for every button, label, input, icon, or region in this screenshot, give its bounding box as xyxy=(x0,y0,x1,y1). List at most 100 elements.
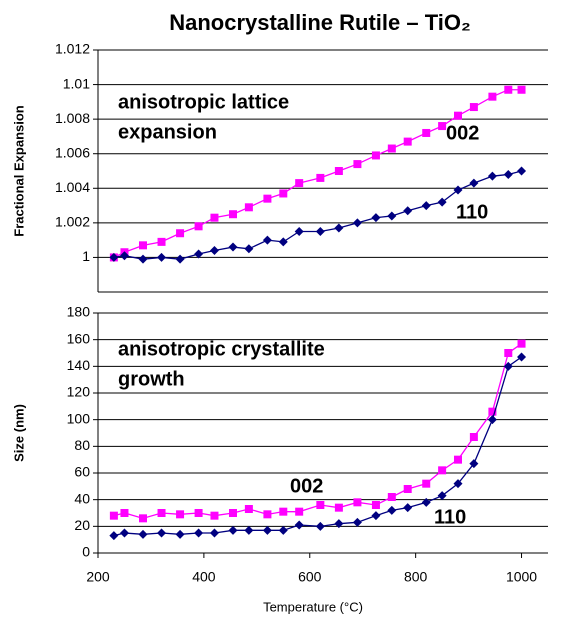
marker xyxy=(210,511,219,520)
marker xyxy=(279,507,288,516)
marker xyxy=(469,433,478,441)
marker xyxy=(278,237,288,247)
marker xyxy=(469,459,479,469)
marker xyxy=(229,509,237,517)
marker xyxy=(109,252,119,262)
marker xyxy=(295,179,304,188)
annotation: anisotropic crystallite xyxy=(118,338,325,360)
y-tick-label: 1 xyxy=(82,248,90,264)
y-tick-label: 1.004 xyxy=(55,179,90,195)
y-axis-label: Fractional Expansion xyxy=(11,105,26,237)
marker xyxy=(488,407,497,416)
marker xyxy=(422,128,431,137)
marker xyxy=(437,491,447,501)
marker xyxy=(403,485,412,493)
marker xyxy=(352,218,362,228)
y-tick-label: 140 xyxy=(67,357,91,373)
marker xyxy=(194,222,203,231)
marker xyxy=(387,505,397,515)
y-tick-label: 120 xyxy=(67,384,91,400)
marker xyxy=(295,507,304,516)
marker xyxy=(517,339,526,348)
y-tick-label: 1.002 xyxy=(55,214,90,230)
y-tick-label: 100 xyxy=(67,410,91,426)
marker xyxy=(387,144,396,153)
annotation: expansion xyxy=(118,121,217,143)
marker xyxy=(469,103,478,112)
y-tick-label: 1.008 xyxy=(55,110,90,126)
marker xyxy=(263,194,272,203)
marker xyxy=(262,525,272,535)
marker xyxy=(387,493,396,501)
annotation: growth xyxy=(118,368,185,390)
marker xyxy=(488,92,497,101)
annotation: 110 xyxy=(456,201,488,223)
marker xyxy=(228,525,238,535)
marker xyxy=(403,206,413,216)
marker xyxy=(262,235,272,245)
y-tick-label: 1.01 xyxy=(63,75,90,91)
marker xyxy=(438,122,447,131)
marker xyxy=(210,213,219,222)
y-tick-label: 1.012 xyxy=(55,41,90,57)
marker xyxy=(294,227,304,236)
marker xyxy=(422,479,431,488)
marker xyxy=(316,501,325,509)
marker xyxy=(315,521,325,531)
x-tick-label: 1000 xyxy=(506,569,537,585)
y-tick-label: 40 xyxy=(74,490,90,506)
marker xyxy=(279,189,288,198)
x-tick-label: 800 xyxy=(404,569,428,585)
marker xyxy=(209,528,219,538)
annotation: 002 xyxy=(446,122,479,144)
marker xyxy=(387,211,397,221)
x-tick-label: 400 xyxy=(192,569,216,585)
marker xyxy=(487,171,497,181)
marker xyxy=(504,349,513,357)
marker xyxy=(176,229,185,238)
marker xyxy=(371,511,381,521)
marker xyxy=(119,251,129,261)
marker xyxy=(334,519,344,529)
x-axis-label: Temperature (°C) xyxy=(263,599,363,614)
marker xyxy=(157,528,167,538)
marker xyxy=(403,503,413,513)
marker xyxy=(175,254,185,264)
marker xyxy=(194,528,204,538)
marker xyxy=(263,510,272,519)
marker xyxy=(371,501,380,509)
marker xyxy=(517,166,527,176)
marker xyxy=(334,223,344,233)
marker xyxy=(371,151,380,160)
marker xyxy=(109,511,118,520)
annotation: 110 xyxy=(434,506,466,528)
marker xyxy=(353,498,362,507)
marker xyxy=(454,111,462,120)
chart-title: Nanocrystalline Rutile – TiO₂ xyxy=(169,10,471,35)
marker xyxy=(119,528,129,538)
x-tick-label: 200 xyxy=(86,569,110,585)
marker xyxy=(194,509,203,517)
y-tick-label: 1.006 xyxy=(55,144,90,160)
marker xyxy=(503,361,513,371)
marker xyxy=(517,85,526,94)
y-tick-label: 60 xyxy=(74,464,90,480)
marker xyxy=(352,517,362,527)
marker xyxy=(244,244,254,254)
marker xyxy=(157,237,166,246)
marker xyxy=(316,173,325,182)
marker xyxy=(139,241,147,250)
marker xyxy=(244,525,254,535)
marker xyxy=(209,246,219,256)
marker xyxy=(138,529,148,539)
marker xyxy=(244,203,253,212)
marker xyxy=(157,509,166,517)
marker xyxy=(453,479,463,489)
marker xyxy=(371,213,381,223)
marker xyxy=(120,509,129,517)
marker xyxy=(229,210,237,219)
marker xyxy=(278,525,288,535)
annotation: 002 xyxy=(290,475,323,497)
marker xyxy=(138,254,148,264)
